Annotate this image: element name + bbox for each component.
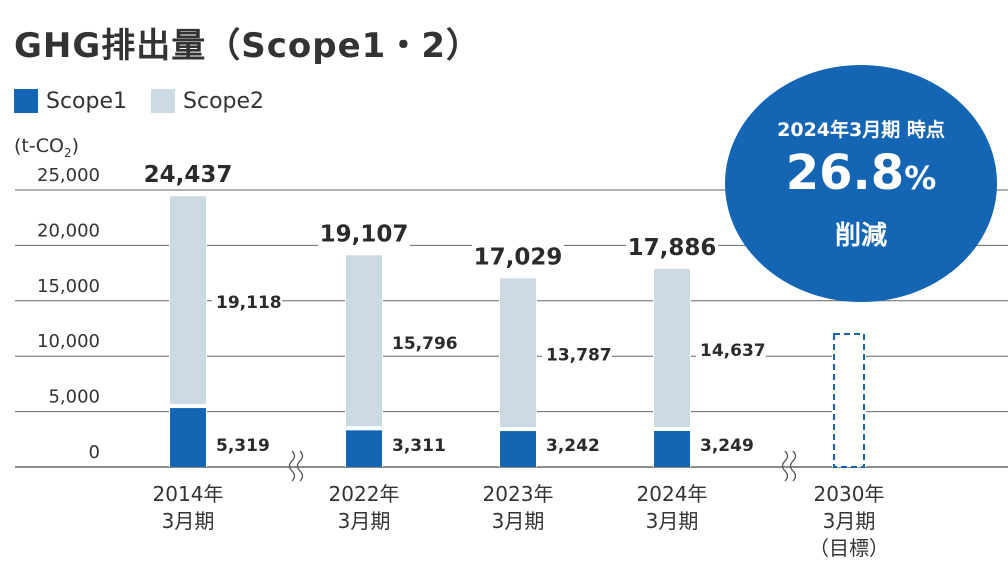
data-label-scope1: 3,311 bbox=[392, 436, 446, 456]
legend-item-scope1: Scope1 bbox=[14, 89, 127, 114]
bar-scope2 bbox=[346, 255, 382, 427]
legend: Scope1 Scope2 bbox=[14, 86, 288, 116]
x-category-label: （目標） bbox=[809, 536, 889, 560]
legend-swatch-scope1 bbox=[14, 89, 38, 113]
y-tick-label: 25,000 bbox=[37, 165, 100, 186]
axis-break-mark bbox=[789, 450, 797, 482]
y-tick-label: 20,000 bbox=[37, 220, 100, 241]
x-category-label: 2023年 bbox=[483, 482, 554, 506]
y-tick-label: 0 bbox=[89, 442, 100, 463]
x-category-label: 3月期 bbox=[338, 509, 391, 533]
legend-label-scope1: Scope1 bbox=[46, 88, 128, 114]
bar-scope2 bbox=[500, 278, 536, 428]
axis-break-mark bbox=[288, 450, 296, 482]
x-category-label: 2024年 bbox=[637, 482, 708, 506]
reduction-callout: 2024年3月期 時点 26.8% 削減 bbox=[725, 65, 997, 302]
x-category-label: 3月期 bbox=[646, 509, 699, 533]
bar-scope1 bbox=[346, 430, 382, 467]
data-label-total: 24,437 bbox=[144, 162, 233, 188]
x-category-label: 2014年 bbox=[153, 482, 224, 506]
callout-number: 26.8 bbox=[785, 145, 905, 201]
x-category-label: 2030年 bbox=[814, 482, 885, 506]
bar-target-2030 bbox=[833, 333, 865, 469]
data-label-scope2: 19,118 bbox=[216, 293, 282, 313]
total-label-bg bbox=[142, 158, 234, 189]
axis-break-mark bbox=[296, 450, 304, 482]
data-label-scope2: 13,787 bbox=[546, 346, 612, 366]
bar-scope2 bbox=[170, 196, 206, 405]
data-label-bg bbox=[212, 290, 282, 315]
data-label-scope2: 14,637 bbox=[700, 341, 766, 361]
x-category-label: 3月期 bbox=[492, 509, 545, 533]
bar-scope2 bbox=[654, 268, 690, 428]
callout-reduction-label: 削減 bbox=[834, 221, 887, 251]
y-tick-label: 15,000 bbox=[37, 276, 100, 297]
x-category-label: 3月期 bbox=[823, 509, 876, 533]
x-category-label: 2022年 bbox=[329, 482, 400, 506]
data-label-scope1: 3,242 bbox=[546, 436, 600, 456]
total-label-bg bbox=[318, 217, 410, 248]
callout-percent-sign: % bbox=[904, 159, 937, 197]
data-label-bg bbox=[388, 330, 458, 355]
data-label-scope1: 3,249 bbox=[700, 436, 754, 456]
axis-break-mark bbox=[781, 450, 789, 482]
legend-label-scope2: Scope2 bbox=[183, 88, 265, 114]
bar-scope1 bbox=[500, 431, 536, 467]
legend-item-scope2: Scope2 bbox=[151, 89, 264, 114]
unit-prefix: (t-CO bbox=[14, 135, 64, 157]
target-bar-backing bbox=[832, 334, 866, 467]
data-label-bg bbox=[542, 342, 612, 367]
y-axis-unit-label: (t-CO2) bbox=[14, 135, 79, 160]
data-label-bg bbox=[696, 337, 766, 362]
chart-title: GHG排出量（Scope1・2） bbox=[14, 26, 481, 66]
callout-period-label: 2024年3月期 時点 bbox=[777, 119, 945, 141]
total-label-bg bbox=[626, 230, 718, 261]
y-tick-label: 5,000 bbox=[48, 387, 100, 408]
y-tick-label: 10,000 bbox=[37, 331, 100, 352]
unit-suffix: ) bbox=[71, 135, 80, 157]
data-label-scope2: 15,796 bbox=[392, 334, 458, 354]
data-label-total: 19,107 bbox=[320, 221, 409, 247]
bar-scope1 bbox=[170, 408, 206, 467]
data-label-total: 17,886 bbox=[628, 235, 717, 261]
bar-scope1 bbox=[654, 431, 690, 467]
data-label-scope1: 5,319 bbox=[216, 436, 270, 456]
x-category-label: 3月期 bbox=[162, 509, 215, 533]
total-label-bg bbox=[472, 240, 564, 271]
data-label-total: 17,029 bbox=[474, 244, 563, 270]
unit-subscript: 2 bbox=[63, 145, 72, 160]
callout-value: 26.8% bbox=[725, 145, 997, 201]
legend-swatch-scope2 bbox=[151, 89, 176, 113]
